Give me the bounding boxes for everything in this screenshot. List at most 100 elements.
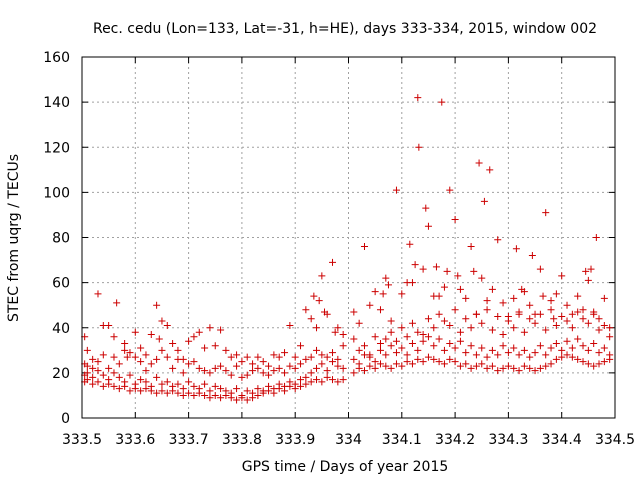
data-point [339,342,347,350]
data-point [286,321,294,329]
data-point [238,358,246,366]
data-point [419,265,427,273]
data-point [115,373,123,381]
data-point [179,369,187,377]
data-point [376,340,384,348]
data-point [105,380,113,388]
y-tick-label: 80 [52,231,70,247]
data-point [398,344,406,352]
data-point [382,335,390,343]
data-point [488,326,496,334]
data-point [451,215,459,223]
data-point [387,328,395,336]
x-axis-label: GPS time / Days of year 2015 [242,459,449,475]
data-point [360,351,368,359]
data-point [419,337,427,345]
data-point [419,331,427,339]
data-point [115,360,123,368]
data-point [392,186,400,194]
data-point [254,364,262,372]
data-point [440,346,448,354]
y-tick-label: 0 [61,411,70,427]
data-point [475,159,483,167]
data-point [222,391,230,399]
data-point [259,369,267,377]
data-point [233,362,241,370]
data-point [313,364,321,372]
data-point [291,353,299,361]
data-point [432,263,440,271]
data-point [542,209,550,217]
data-point [147,331,155,339]
x-tick-label: 334.1 [382,432,422,448]
data-point [435,358,443,366]
data-point [265,362,273,370]
data-point [574,355,582,363]
data-point [499,342,507,350]
data-point [568,310,576,318]
data-point [472,310,480,318]
data-point [179,385,187,393]
data-point [424,315,432,323]
data-point [185,337,193,345]
data-point [478,319,486,327]
data-point [590,340,598,348]
data-point [504,317,512,325]
data-point [137,358,145,366]
data-point [206,394,214,402]
data-point [408,279,416,287]
y-tick-label: 20 [52,366,70,382]
data-point [392,337,400,345]
data-point [403,358,411,366]
data-point [526,315,534,323]
data-point [126,387,134,395]
data-point [606,333,614,341]
data-point [456,285,464,293]
data-point [415,143,423,151]
data-point [499,299,507,307]
data-point [270,389,278,397]
data-point [163,353,171,361]
data-point [153,373,161,381]
data-point [408,319,416,327]
data-point [313,346,321,354]
data-point [520,288,528,296]
data-point [552,340,560,348]
data-point [595,349,603,357]
data-point [270,351,278,359]
data-point [227,394,235,402]
data-point [531,349,539,357]
data-point [590,362,598,370]
data-point [531,367,539,375]
data-point [323,310,331,318]
data-point [392,360,400,368]
data-point [323,367,331,375]
data-point [584,346,592,354]
data-point [467,243,475,251]
data-point [323,353,331,361]
data-point [520,346,528,354]
data-point [387,364,395,372]
data-point [190,333,198,341]
data-point [259,358,267,366]
data-point [270,367,278,375]
data-point [435,310,443,318]
data-point [297,376,305,384]
data-point [366,353,374,361]
data-point [579,306,587,314]
data-point [563,301,571,309]
x-tick-label: 333.5 [62,432,102,448]
data-point [478,360,486,368]
data-point [558,312,566,320]
data-point [313,324,321,332]
data-point [483,297,491,305]
data-point [558,272,566,280]
data-point [275,385,283,393]
data-point [403,351,411,359]
x-tick-label: 334 [335,432,362,448]
data-point [550,315,558,323]
data-point [600,321,608,329]
data-point [113,299,121,307]
data-point [424,333,432,341]
data-point [123,353,131,361]
